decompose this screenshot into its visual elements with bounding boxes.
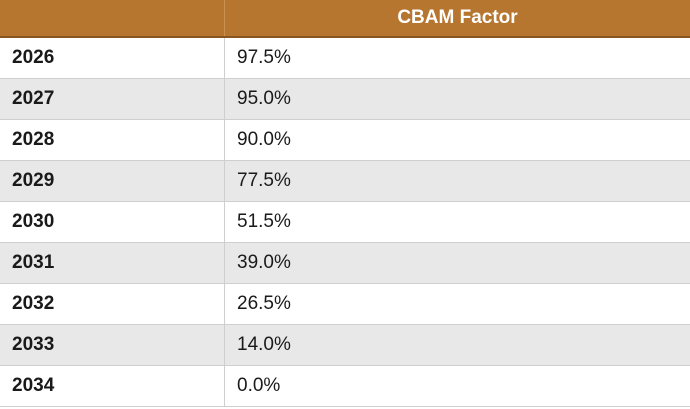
table-row: 2028 90.0% — [0, 120, 690, 161]
table-row: 2034 0.0% — [0, 366, 690, 407]
year-cell: 2026 — [0, 38, 225, 78]
header-cell — [0, 0, 225, 36]
year-cell: 2031 — [0, 243, 225, 283]
year-cell: 2030 — [0, 202, 225, 242]
header-cell: CBAM Factor — [397, 7, 518, 28]
value-cell: 39.0% — [237, 252, 291, 273]
value-cell: 0.0% — [237, 375, 281, 396]
value-cell: 95.0% — [237, 88, 291, 109]
value-cell: 51.5% — [237, 211, 291, 232]
value-cell: 26.5% — [237, 293, 291, 314]
year-cell: 2028 — [0, 120, 225, 160]
table-row: 2027 95.0% — [0, 79, 690, 120]
value-cell: 14.0% — [237, 334, 291, 355]
table-row: 2033 14.0% — [0, 325, 690, 366]
year-cell: 2034 — [0, 366, 225, 406]
table-row: 2026 97.5% — [0, 38, 690, 79]
header-row: CBAM Factor — [0, 0, 690, 38]
year-cell: 2029 — [0, 161, 225, 201]
value-cell: 77.5% — [237, 170, 291, 191]
table-row: 2032 26.5% — [0, 284, 690, 325]
value-cell: 90.0% — [237, 129, 291, 150]
value-cell: 97.5% — [237, 47, 291, 68]
year-cell: 2032 — [0, 284, 225, 324]
table-row: 2030 51.5% — [0, 202, 690, 243]
year-cell: 2027 — [0, 79, 225, 119]
table-row: 2029 77.5% — [0, 161, 690, 202]
year-cell: 2033 — [0, 325, 225, 365]
table-row: 2031 39.0% — [0, 243, 690, 284]
